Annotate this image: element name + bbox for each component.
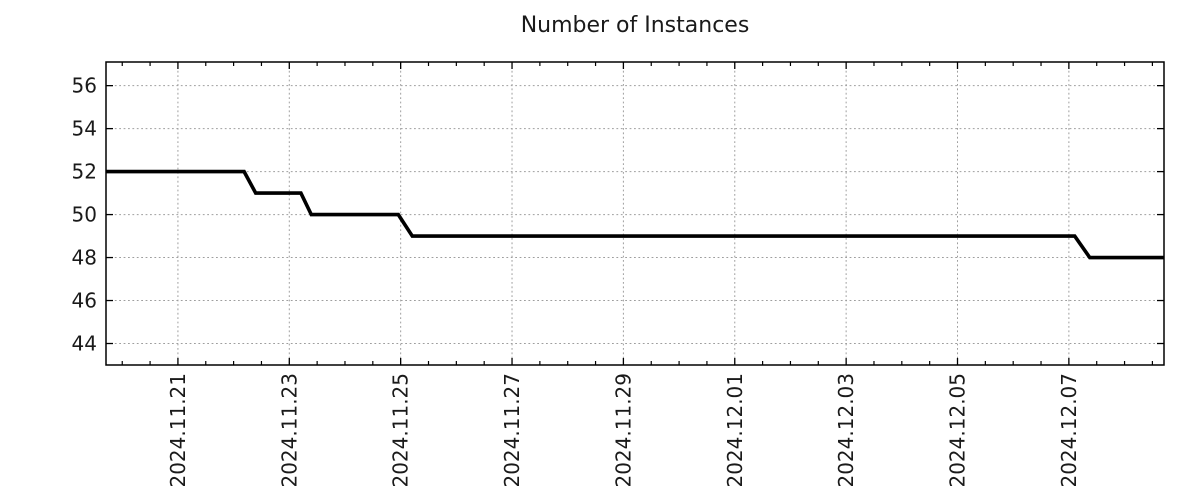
- x-tick-label: 2024.11.29: [611, 373, 635, 488]
- x-tick-label: 2024.11.23: [277, 373, 301, 488]
- plot-border: [105, 61, 1165, 366]
- x-tick-label: 2024.11.27: [500, 373, 524, 488]
- y-tick-label: 54: [72, 117, 97, 141]
- series-line: [106, 169, 1164, 260]
- chart-title: Number of Instances: [520, 13, 750, 38]
- x-tick-label: 2024.12.07: [1057, 373, 1081, 488]
- x-tick-label: 2024.12.01: [723, 373, 747, 488]
- gridlines: [106, 62, 1164, 365]
- series-instances: [106, 169, 1164, 260]
- x-tick-labels: 2024.11.21 2024.11.23 2024.11.25 2024.11.27…: [166, 373, 1081, 488]
- y-tick-label: 50: [72, 203, 97, 227]
- y-tick-label: 56: [72, 74, 97, 98]
- y-tick-label: 52: [72, 160, 97, 184]
- y-tick-label: 48: [72, 246, 97, 270]
- x-tick-label: 2024.11.25: [389, 373, 413, 488]
- axis-ticks: [106, 62, 1164, 365]
- x-tick-label: 2024.12.05: [946, 373, 970, 488]
- x-tick-label: 2024.12.03: [834, 373, 858, 488]
- x-tick-label: 2024.11.21: [166, 373, 190, 488]
- y-tick-label: 46: [72, 289, 97, 313]
- y-tick-label: 44: [72, 332, 97, 356]
- y-tick-labels: 44 46 48 50 52 54 56: [72, 74, 97, 356]
